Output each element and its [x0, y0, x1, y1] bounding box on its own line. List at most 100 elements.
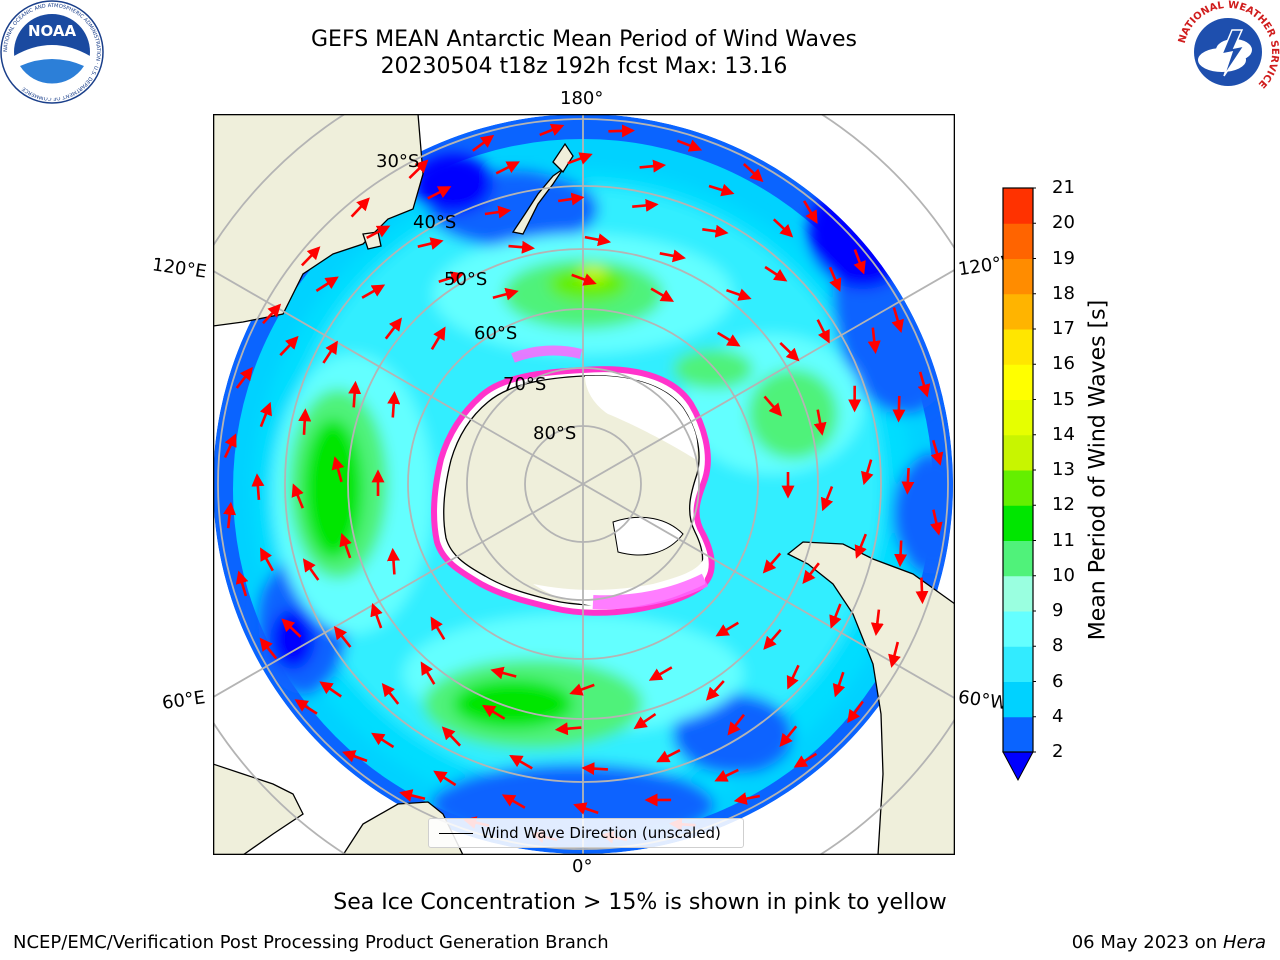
wind-wave-arrow-icon: [639, 159, 667, 173]
wind-wave-arrow-icon: [772, 218, 794, 238]
wind-wave-arrow-icon: [779, 725, 798, 748]
wind-wave-arrow-icon: [816, 319, 830, 344]
wind-wave-arrow-icon: [300, 246, 321, 267]
wind-wave-arrow-icon: [315, 276, 339, 292]
wind-wave-arrow-icon: [762, 552, 782, 574]
colorbar-tick-label: 14: [1052, 423, 1075, 445]
wind-wave-arrow-icon: [251, 473, 265, 500]
wind-wave-arrow-icon: [481, 704, 506, 720]
wind-wave-arrow-icon: [223, 501, 237, 529]
lat-label-50s: 50°S: [444, 269, 488, 290]
lat-label-70s: 70°S: [503, 374, 547, 395]
colorbar-tick-label: 4: [1052, 705, 1064, 727]
wind-wave-arrow-icon: [802, 562, 820, 585]
colorbar-bin: [1003, 364, 1033, 400]
wind-wave-arrow-icon: [441, 726, 462, 747]
colorbar-tick-label: 2: [1052, 741, 1064, 762]
wind-wave-arrow-icon: [915, 577, 929, 605]
wind-wave-arrow-icon: [820, 486, 834, 512]
wind-wave-arrow-icon: [319, 681, 342, 698]
wind-wave-arrow-icon: [930, 439, 944, 466]
colorbar-bin: [1003, 505, 1033, 541]
wind-wave-arrow-icon: [727, 713, 746, 736]
wind-wave-arrow-icon: [779, 341, 800, 362]
colorbar-bin: [1003, 329, 1033, 365]
colorbar-tick-label: 11: [1052, 529, 1075, 551]
colorbar-bin: [1003, 258, 1033, 295]
wind-wave-arrow-icon: [708, 183, 735, 197]
wind-wave-arrow-icon: [484, 205, 512, 219]
colorbar-bin: [1003, 188, 1033, 224]
wind-wave-arrows: [223, 123, 944, 844]
wind-wave-arrow-icon: [339, 532, 352, 559]
colorbar-tick-label: 19: [1052, 247, 1075, 269]
wind-wave-arrow-icon: [417, 237, 444, 250]
colorbar-tick-label: 9: [1052, 600, 1064, 621]
wind-wave-arrow-icon: [259, 401, 272, 428]
wind-wave-arrow-icon: [350, 197, 370, 218]
footer-date-text: 06 May 2023 on: [1071, 932, 1223, 953]
chart-title: GEFS MEAN Antarctic Mean Period of Wind …: [311, 27, 857, 52]
wind-wave-arrow-icon: [331, 456, 345, 483]
wind-wave-arrow-icon: [370, 602, 383, 629]
footer-credit: NCEP/EMC/Verification Post Processing Pr…: [13, 932, 609, 953]
wind-wave-arrow-icon: [632, 198, 659, 212]
wind-wave-arrow-icon: [742, 163, 764, 183]
wind-wave-arrow-icon: [294, 699, 318, 715]
wind-wave-arrow-icon: [929, 509, 943, 536]
lat-label-60s: 60°S: [474, 323, 518, 344]
wind-wave-arrow-icon: [870, 609, 884, 636]
wind-wave-arrow-icon: [361, 284, 386, 299]
wind-wave-arrow-icon: [676, 139, 703, 152]
wind-wave-arrow-icon: [298, 408, 312, 435]
wind-wave-arrow-icon: [427, 186, 452, 200]
wind-wave-arrow-icon: [472, 134, 495, 152]
wind-wave-arrow-icon: [608, 124, 635, 138]
colorbar-tick-label: 13: [1052, 459, 1075, 480]
wind-wave-arrow-icon: [581, 762, 608, 776]
colorbar-tick-label: 18: [1052, 282, 1075, 304]
colorbar-bin: [1003, 575, 1033, 612]
wind-wave-arrow-icon: [573, 802, 599, 815]
wind-wave-arrow-icon: [501, 794, 526, 809]
colorbar-bin: [1003, 716, 1033, 753]
wind-wave-arrow-icon: [281, 618, 302, 638]
colorbar-tick-label: 10: [1052, 564, 1075, 586]
chart-subtitle: 20230504 t18z 192h fcst Max: 13.16: [380, 54, 788, 79]
colorbar-tick-label: 20: [1052, 212, 1075, 234]
wind-wave-arrow-icon: [901, 468, 915, 495]
wind-wave-arrow-icon: [793, 752, 818, 768]
wind-wave-arrow-icon: [853, 249, 866, 275]
wind-wave-arrow-icon: [786, 664, 800, 690]
colorbar-tick-label: 21: [1052, 177, 1075, 198]
colorbar-tick-label: 16: [1052, 353, 1075, 375]
polar-map: [213, 114, 955, 855]
wind-wave-arrow-icon: [764, 265, 788, 282]
wind-wave-arrow-icon: [399, 789, 426, 802]
wind-wave-arrow-icon: [659, 249, 686, 263]
wind-wave-arrow-icon: [492, 287, 519, 301]
colorbar-tick-label: 6: [1052, 670, 1064, 692]
lon-label-180: 180°: [560, 88, 604, 109]
footer-date: 06 May 2023 on Hera: [1072, 932, 1266, 953]
colorbar-bin: [1003, 293, 1033, 330]
wind-wave-arrow-icon: [847, 700, 864, 724]
colorbar-bin: [1003, 611, 1033, 647]
colorbar-bin: [1003, 434, 1033, 471]
wind-wave-arrow-icon: [235, 570, 249, 597]
wind-wave-arrow-icon: [291, 483, 305, 509]
wind-wave-arrow-icon: [715, 621, 739, 637]
wind-wave-arrow-icon: [567, 152, 593, 165]
wind-wave-arrow-icon: [894, 540, 908, 568]
wind-wave-arrow-icon: [223, 433, 237, 459]
map-frame: [213, 114, 955, 855]
sea-ice-caption: Sea Ice Concentration > 15% is shown in …: [333, 890, 947, 915]
wind-wave-arrow-icon: [408, 159, 429, 180]
colorbar-bin: [1003, 681, 1033, 718]
wind-wave-arrow-icon: [656, 749, 681, 763]
wind-wave-arrow-icon: [888, 641, 901, 668]
wind-wave-arrow-icon: [539, 123, 565, 137]
wind-wave-arrow-icon: [891, 307, 904, 333]
colorbar-bin: [1003, 540, 1033, 577]
wave-period-field: [213, 114, 953, 854]
